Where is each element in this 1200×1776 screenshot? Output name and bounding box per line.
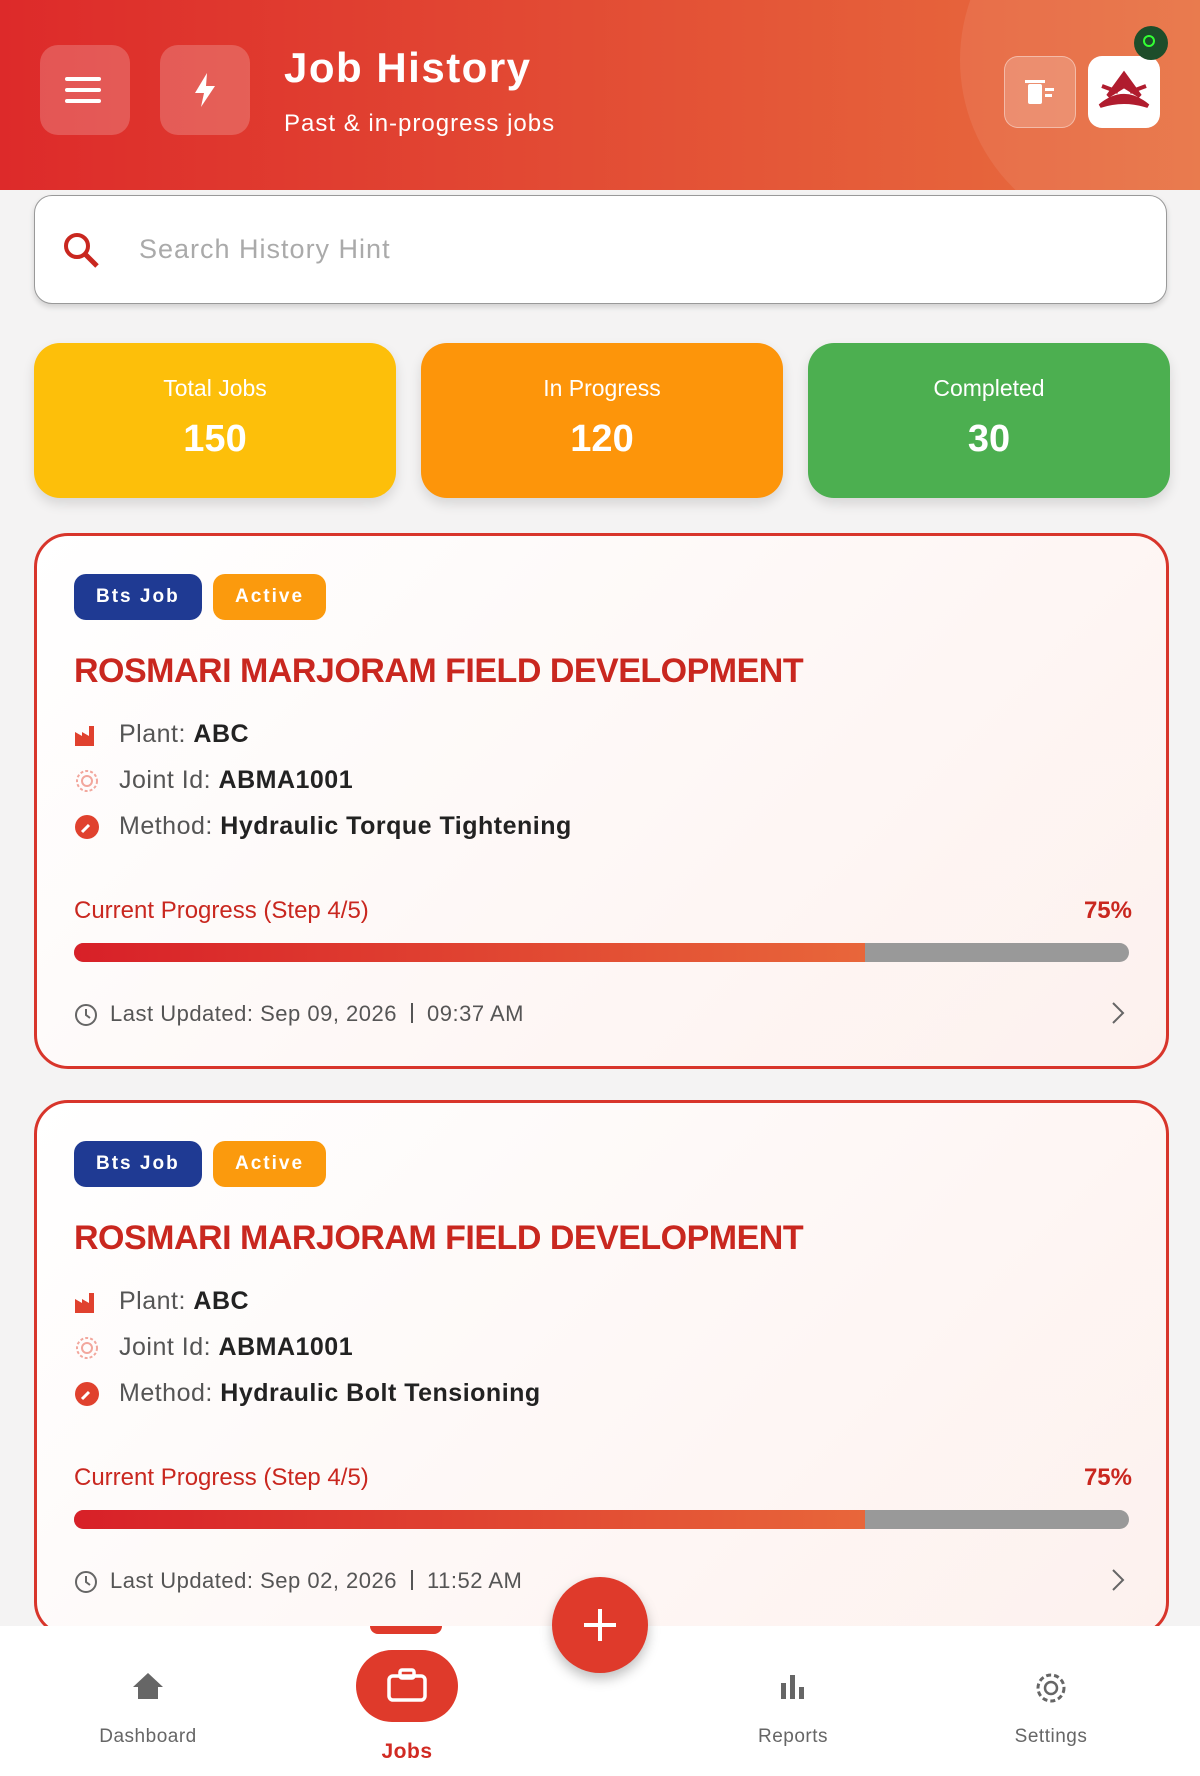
info-label: Method: xyxy=(119,812,213,840)
logo[interactable] xyxy=(1088,56,1160,128)
info-row: Plant: ABC xyxy=(119,720,249,749)
info-row: Method: Hydraulic Torque Tightening xyxy=(119,812,572,841)
search-placeholder: Search History Hint xyxy=(139,234,391,264)
stat-card[interactable]: Completed 30 xyxy=(808,343,1170,498)
nav-label[interactable]: Reports xyxy=(757,1726,829,1747)
progress-percent: 75% xyxy=(1083,1464,1132,1491)
info-row: Method: Hydraulic Bolt Tensioning xyxy=(119,1379,541,1408)
progress-track xyxy=(74,1510,1129,1529)
separator xyxy=(411,1570,414,1590)
clock-icon xyxy=(74,1570,98,1599)
info-icon xyxy=(74,1381,100,1407)
chevron[interactable] xyxy=(1110,1567,1126,1598)
updated-date: Sep 02, 2026 xyxy=(260,1568,398,1593)
progress-percent: 75% xyxy=(1083,897,1132,924)
info-value: ABC xyxy=(193,720,250,748)
last-updated: Last Updated: Sep 09, 2026 09:37 AM xyxy=(110,1001,524,1027)
info-label: Joint Id: xyxy=(119,1333,212,1361)
nav-icon[interactable] xyxy=(1034,1671,1068,1710)
updated-date: Sep 09, 2026 xyxy=(260,1001,398,1026)
progress-text: Current Progress (Step 4/5) xyxy=(74,1464,369,1491)
updated-time: 11:52 AM xyxy=(427,1568,523,1593)
tag: Bts Job xyxy=(74,1141,202,1187)
info-label: Plant: xyxy=(119,720,186,748)
info-label: Method: xyxy=(119,1379,213,1407)
stat-card[interactable]: Total Jobs 150 xyxy=(34,343,396,498)
info-icon xyxy=(74,1335,100,1361)
tag: Bts Job xyxy=(74,574,202,620)
info-icon xyxy=(74,768,100,794)
info-row: Plant: ABC xyxy=(119,1287,249,1316)
header: Job History Past & in-progress jobs xyxy=(0,0,1200,190)
info-row: Joint Id: ABMA1001 xyxy=(119,766,353,795)
info-label: Joint Id: xyxy=(119,766,212,794)
progress-fill xyxy=(74,943,866,962)
stat-value: 120 xyxy=(570,418,634,460)
last-updated: Last Updated: Sep 02, 2026 11:52 AM xyxy=(110,1568,522,1594)
nav-icon[interactable] xyxy=(778,1671,808,1706)
nav-icon[interactable] xyxy=(386,1668,428,1707)
stat-label: Total Jobs xyxy=(163,375,267,401)
quick-action-button[interactable] xyxy=(160,45,250,135)
clock-icon xyxy=(74,1003,98,1032)
stat-label: In Progress xyxy=(543,375,661,401)
add-button[interactable] xyxy=(552,1577,648,1673)
stat-card[interactable]: In Progress 120 xyxy=(421,343,783,498)
status-dot xyxy=(1134,26,1168,60)
info-row: Joint Id: ABMA1001 xyxy=(119,1333,353,1362)
stat-label: Completed xyxy=(933,375,1045,401)
nav-icon[interactable] xyxy=(131,1671,165,1706)
info-value: Hydraulic Bolt Tensioning xyxy=(220,1379,541,1407)
nav-label[interactable]: Dashboard xyxy=(99,1726,197,1747)
info-icon xyxy=(74,814,100,840)
header-title: Job History xyxy=(284,44,532,91)
search-box[interactable]: Search History Hint xyxy=(34,195,1167,304)
updated-label: Last Updated: xyxy=(110,1568,254,1593)
info-icon xyxy=(74,722,100,748)
info-value: ABC xyxy=(193,1287,250,1315)
job-title: ROSMARI MARJORAM FIELD DEVELOPMENT xyxy=(74,1219,804,1257)
progress-text: Current Progress (Step 4/5) xyxy=(74,897,369,924)
info-value: ABMA1001 xyxy=(218,1333,354,1361)
info-label: Plant: xyxy=(119,1287,186,1315)
updated-time: 09:37 AM xyxy=(427,1001,524,1026)
tag: Active xyxy=(213,574,327,620)
chevron[interactable] xyxy=(1110,1000,1126,1031)
stat-value: 150 xyxy=(183,418,247,460)
job-card[interactable]: Bts Job Active ROSMARI MARJORAM FIELD DEVE… xyxy=(34,533,1169,1069)
header-subtitle: Past & in-progress jobs xyxy=(284,110,556,137)
job-card[interactable]: Bts Job Active ROSMARI MARJORAM FIELD DEVE… xyxy=(34,1100,1169,1636)
stat-value: 30 xyxy=(967,418,1011,460)
nav-label[interactable]: Settings xyxy=(1014,1726,1088,1747)
info-value: Hydraulic Torque Tightening xyxy=(220,812,572,840)
separator xyxy=(411,1003,414,1023)
info-value: ABMA1001 xyxy=(218,766,354,794)
progress-fill xyxy=(74,1510,866,1529)
updated-label: Last Updated: xyxy=(110,1001,254,1026)
menu-button[interactable] xyxy=(40,45,130,135)
tag: Active xyxy=(213,1141,327,1187)
nav-label[interactable]: Jobs xyxy=(381,1740,433,1763)
info-icon xyxy=(74,1289,100,1315)
job-title: ROSMARI MARJORAM FIELD DEVELOPMENT xyxy=(74,652,804,690)
progress-track xyxy=(74,943,1129,962)
clear-button[interactable] xyxy=(1004,56,1076,128)
